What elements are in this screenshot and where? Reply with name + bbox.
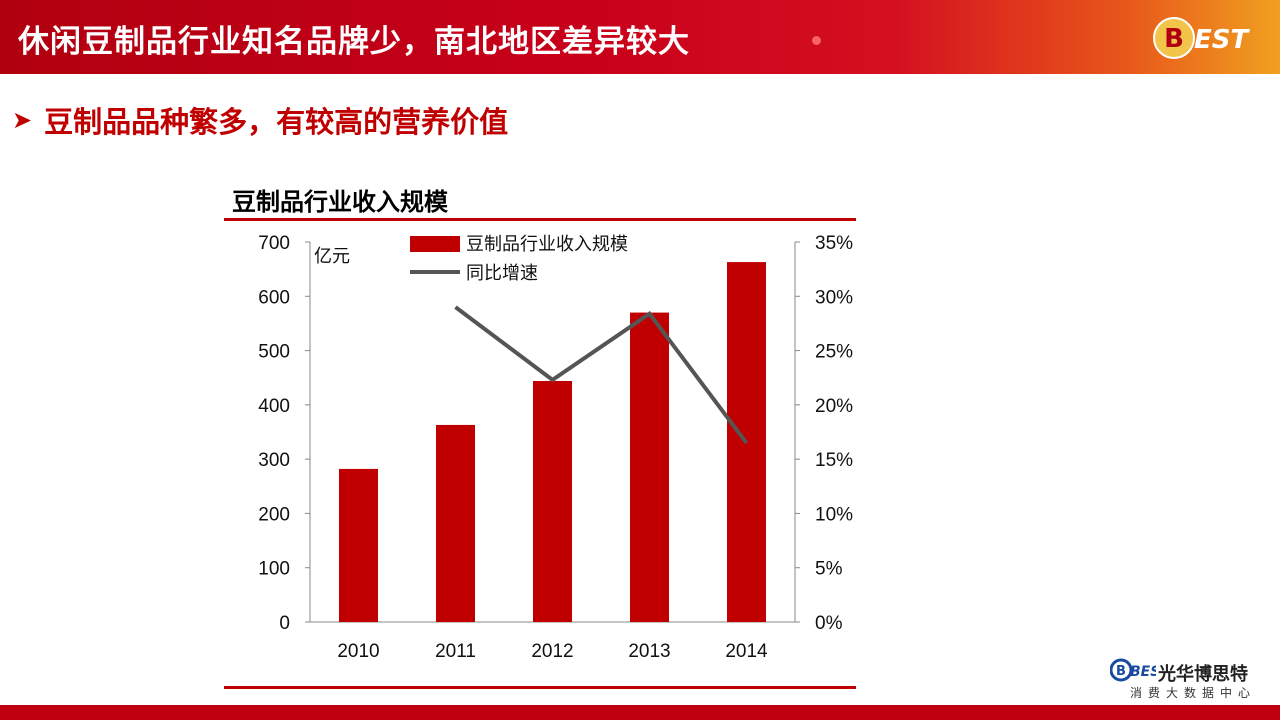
left-tick-label: 400 bbox=[258, 396, 290, 417]
right-tick-label: 15% bbox=[815, 450, 853, 471]
left-tick-label: 300 bbox=[258, 450, 290, 471]
left-tick-label: 0 bbox=[279, 613, 290, 634]
svg-text:B: B bbox=[1164, 24, 1184, 54]
right-tick-label: 25% bbox=[815, 342, 853, 363]
legend-bar-swatch bbox=[410, 236, 460, 252]
svg-text:B: B bbox=[1116, 664, 1126, 679]
brand-subtitle: 消费大数据中心 bbox=[1130, 686, 1257, 700]
svg-text:EST: EST bbox=[1194, 25, 1250, 55]
bullet-point: ➤ 豆制品品种繁多，有较高的营养价值 bbox=[12, 100, 508, 140]
x-tick-label: 2012 bbox=[531, 641, 573, 662]
page-title: 休闲豆制品行业知名品牌少，南北地区差异较大 bbox=[18, 24, 690, 60]
x-tick-label: 2014 bbox=[725, 641, 768, 662]
left-tick-label: 100 bbox=[258, 559, 290, 580]
bullet-text: 豆制品品种繁多，有较高的营养价值 bbox=[44, 105, 509, 139]
x-tick-label: 2011 bbox=[435, 641, 476, 662]
right-tick-label: 20% bbox=[815, 396, 853, 417]
right-tick-label: 10% bbox=[815, 504, 853, 525]
right-tick-label: 30% bbox=[815, 287, 853, 308]
right-tick-label: 0% bbox=[815, 613, 843, 634]
left-tick-label: 200 bbox=[258, 504, 290, 525]
growth-rate-line bbox=[454, 305, 749, 445]
y-axis-unit-label: 亿元 bbox=[314, 246, 350, 267]
bar-2013 bbox=[630, 312, 669, 622]
left-tick-label: 600 bbox=[258, 287, 290, 308]
best-logo-icon: B EST bbox=[1153, 17, 1250, 59]
right-tick-label: 35% bbox=[815, 233, 853, 254]
x-tick-label: 2010 bbox=[337, 641, 379, 662]
x-tick-label: 2013 bbox=[628, 641, 670, 662]
legend-bar-label: 豆制品行业收入规模 bbox=[466, 234, 628, 255]
left-tick-label: 500 bbox=[258, 342, 290, 363]
arrow-bullet-icon: ➤ bbox=[12, 106, 33, 134]
bar-2012 bbox=[533, 380, 572, 622]
header-bar: 休闲豆制品行业知名品牌少，南北地区差异较大 B EST bbox=[0, 0, 1280, 74]
header-dot-decoration bbox=[812, 36, 821, 45]
footer-bar bbox=[0, 705, 1280, 720]
right-tick-label: 5% bbox=[815, 559, 843, 580]
left-tick-label: 700 bbox=[258, 233, 290, 254]
bar-2010 bbox=[339, 468, 378, 622]
legend-line-label: 同比增速 bbox=[466, 263, 538, 284]
chart-bottom-rule bbox=[224, 686, 856, 689]
revenue-chart: 700 600 500 400 300 200 100 0 35% 30% 25% 20% 15% 10%… bbox=[258, 233, 853, 662]
brand-name: 光华博思特 bbox=[1158, 664, 1248, 685]
chart-title: 豆制品行业收入规模 bbox=[232, 188, 448, 216]
bar-2011 bbox=[436, 424, 475, 622]
chart-top-rule bbox=[224, 218, 856, 221]
